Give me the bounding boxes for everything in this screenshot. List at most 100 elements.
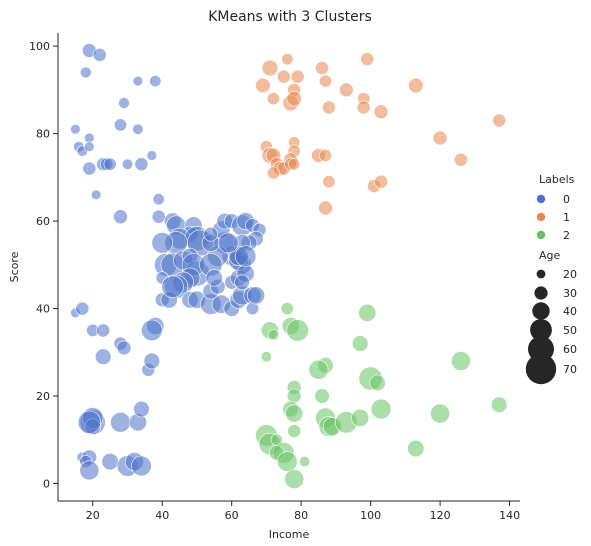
point-cluster-0-20 (90, 189, 102, 201)
point-cluster-1-17 (408, 77, 424, 94)
legend-marker-label-1 (536, 212, 546, 222)
point-cluster-2-20 (299, 456, 311, 468)
point-cluster-2-7 (308, 359, 329, 380)
legend-text-age-30: 30 (563, 287, 577, 300)
point-cluster-2-31 (370, 398, 392, 420)
point-cluster-1-34 (318, 149, 332, 163)
size-legend-entries: 20 30 40 50 60 70 (525, 268, 577, 385)
legend-text-age-50: 50 (563, 324, 577, 337)
point-cluster-2-12 (285, 404, 304, 423)
legend-marker-label-2 (536, 230, 546, 240)
point-cluster-2-5 (260, 351, 273, 363)
point-cluster-2-32 (407, 439, 425, 458)
point-cluster-0-98 (77, 410, 101, 434)
legend-marker-age-40 (532, 302, 550, 320)
point-cluster-1-3 (290, 69, 305, 84)
point-cluster-0-99 (110, 411, 131, 433)
point-cluster-2-35 (491, 396, 508, 413)
point-cluster-2-19 (276, 451, 298, 472)
y-tick-label-20: 20 (36, 390, 50, 403)
chart-title: KMeans with 3 Clusters (208, 9, 372, 25)
point-cluster-1-20 (453, 152, 468, 167)
point-cluster-1-4 (315, 61, 329, 75)
point-cluster-2-8 (314, 388, 330, 404)
point-cluster-1-19 (432, 130, 448, 146)
point-cluster-0-87 (96, 323, 111, 338)
y-tick-label-100: 100 (29, 40, 50, 53)
legend: Labels 0 1 2 Age 20 30 40 50 60 70 (525, 173, 577, 385)
point-cluster-1-10 (266, 92, 280, 106)
point-cluster-1-38 (318, 200, 333, 216)
legend-title-age: Age (539, 249, 561, 262)
point-cluster-1-32 (288, 158, 301, 171)
point-cluster-0-90 (94, 348, 112, 365)
point-cluster-0-23 (151, 209, 166, 224)
legend-text-age-60: 60 (563, 343, 577, 356)
point-cluster-0-16 (121, 158, 134, 170)
point-cluster-0-12 (84, 141, 95, 152)
point-cluster-1-18 (492, 113, 507, 128)
legend-text-age-40: 40 (563, 305, 577, 318)
legend-text-label-2: 2 (563, 229, 570, 242)
legend-text-label-1: 1 (563, 211, 570, 224)
point-cluster-2-26 (351, 408, 370, 427)
point-cluster-0-10 (84, 132, 95, 144)
point-cluster-0-2 (80, 66, 92, 79)
x-tick-label-120: 120 (430, 509, 451, 522)
point-cluster-0-109 (131, 455, 152, 477)
point-cluster-2-4 (286, 319, 309, 342)
x-tick-label-20: 20 (86, 509, 100, 522)
point-cluster-0-5 (118, 97, 130, 109)
legend-marker-age-70 (525, 353, 557, 385)
point-cluster-2-28 (352, 335, 369, 352)
point-cluster-0-7 (132, 123, 144, 135)
legend-marker-age-20 (536, 269, 546, 279)
point-cluster-0-81 (234, 274, 250, 290)
point-cluster-0-83 (234, 245, 257, 267)
x-tick-label-100: 100 (360, 509, 381, 522)
hue-legend-entries: 0 1 2 (536, 193, 570, 242)
y-tick-label-60: 60 (36, 215, 50, 228)
point-cluster-1-30 (266, 166, 280, 180)
legend-marker-label-0 (536, 194, 546, 204)
y-tick-label-80: 80 (36, 128, 50, 141)
point-cluster-1-2 (281, 53, 294, 66)
y-tick-label-0: 0 (43, 478, 50, 491)
point-cluster-1-1 (276, 69, 291, 84)
point-cluster-2-13 (287, 424, 302, 438)
point-cluster-1-12 (338, 82, 354, 98)
legend-text-age-20: 20 (563, 268, 577, 281)
y-axis-ticks: 0 20 40 60 80 100 (29, 40, 58, 491)
legend-title-labels: Labels (539, 173, 575, 186)
point-cluster-1-35 (322, 175, 336, 189)
point-cluster-0-32 (151, 232, 173, 254)
point-cluster-2-21 (284, 469, 305, 490)
point-cluster-0-22 (152, 193, 165, 206)
point-cluster-0-21 (113, 209, 128, 224)
point-cluster-1-13 (360, 52, 375, 67)
point-cluster-0-3 (132, 75, 144, 87)
point-cluster-2-30 (369, 374, 386, 392)
scatter-points (70, 43, 508, 490)
point-cluster-0-101 (133, 400, 150, 418)
point-cluster-0-6 (114, 118, 128, 132)
point-cluster-1-16 (373, 104, 389, 119)
point-cluster-0-17 (134, 157, 149, 172)
legend-marker-age-50 (530, 319, 552, 341)
legend-marker-age-30 (534, 286, 548, 300)
point-cluster-1-0 (261, 59, 279, 77)
point-cluster-2-10 (286, 388, 302, 404)
point-cluster-1-37 (374, 174, 388, 189)
point-cluster-1-15 (356, 100, 371, 115)
point-cluster-0-19 (82, 161, 97, 176)
point-cluster-0-92 (143, 352, 161, 370)
point-cluster-0-8 (70, 123, 81, 135)
point-cluster-1-9 (255, 77, 271, 94)
point-cluster-0-1 (92, 48, 107, 62)
point-cluster-0-94 (141, 319, 163, 342)
point-cluster-2-0 (280, 302, 294, 316)
point-cluster-1-11 (321, 100, 336, 115)
point-cluster-0-15 (103, 157, 117, 171)
y-tick-label-40: 40 (36, 303, 50, 316)
